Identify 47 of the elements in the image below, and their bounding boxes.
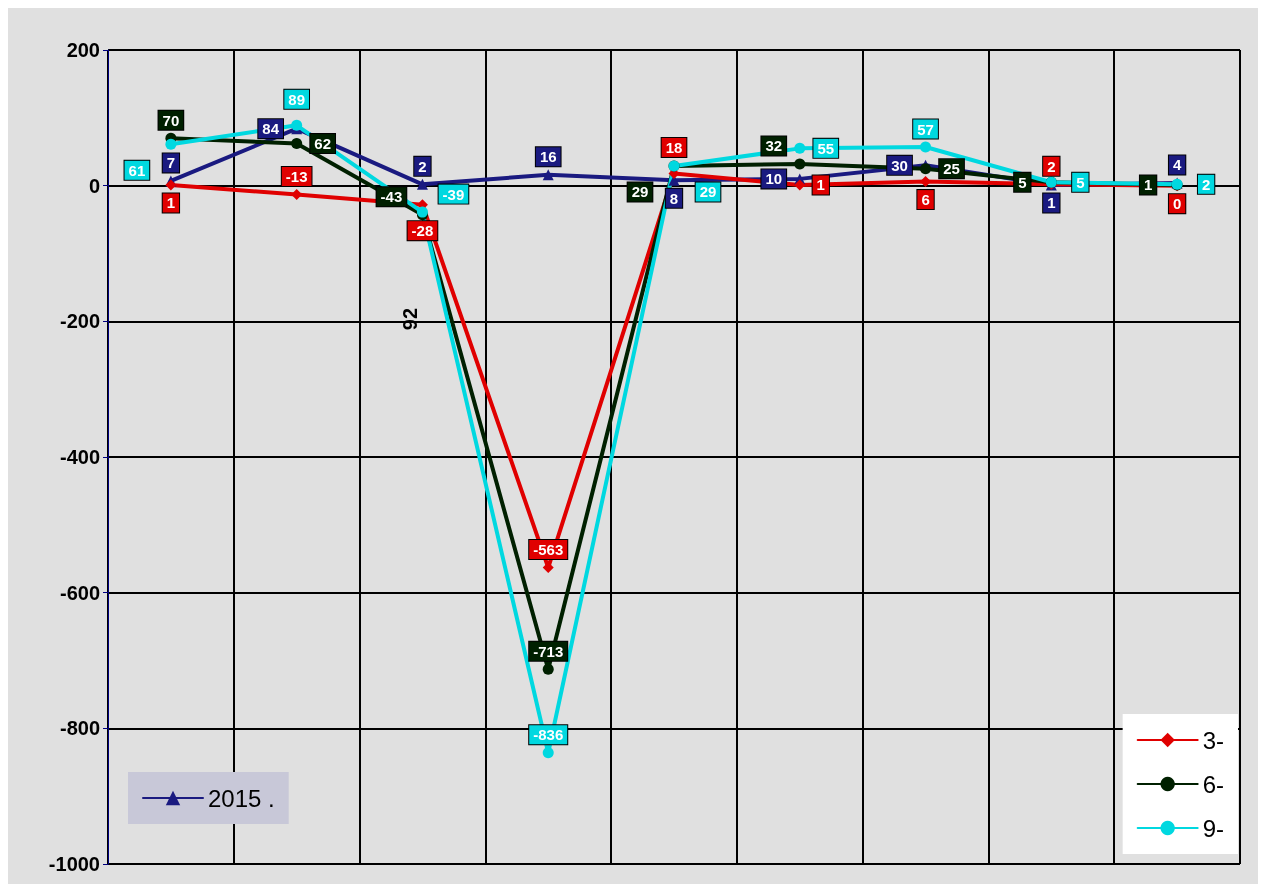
y-tick-label: -1000 — [48, 853, 100, 875]
data-label: 4 — [1172, 156, 1182, 174]
data-label: 2 — [1047, 157, 1056, 175]
y-tick-label: -800 — [59, 717, 100, 740]
data-label: -836 — [533, 726, 564, 744]
data-label: 2 — [1201, 175, 1211, 193]
y-tick-label: 0 — [88, 174, 100, 197]
data-label: 1 — [1047, 194, 1056, 212]
data-label: 29 — [631, 183, 649, 201]
legend-label: 6- — [1202, 770, 1224, 798]
legend-label: 3- — [1202, 726, 1224, 754]
data-label: 5 — [1076, 173, 1085, 191]
data-label: 29 — [699, 183, 717, 201]
y-tick-label: -400 — [59, 446, 100, 468]
legend-label: 2015 . — [208, 784, 275, 812]
data-label: 5 — [1018, 173, 1027, 191]
data-label: 6 — [921, 191, 930, 209]
data-label: -563 — [533, 541, 564, 559]
data-label: 1 — [166, 194, 176, 212]
data-label: 55 — [817, 139, 835, 157]
data-label: 84 — [262, 120, 280, 138]
data-label: -28 — [411, 222, 434, 240]
data-label: 2 — [418, 157, 427, 175]
data-label: -713 — [533, 642, 564, 660]
data-label: 57 — [917, 120, 934, 138]
data-label: 70 — [162, 111, 180, 129]
data-label: 18 — [665, 138, 683, 156]
data-label: 30 — [891, 156, 908, 174]
y-tick-label: -200 — [59, 310, 100, 333]
data-label: -39 — [442, 185, 465, 203]
data-label: 10 — [765, 170, 783, 188]
data-label: 62 — [314, 135, 332, 153]
data-label: 7 — [166, 154, 176, 172]
data-label: 89 — [288, 90, 306, 108]
y-tick-label: -600 — [59, 581, 100, 604]
data-label: 8 — [669, 189, 679, 207]
data-label: 1 — [1143, 176, 1153, 194]
data-label: 16 — [539, 148, 557, 166]
y-tick-label: 200 — [66, 39, 100, 61]
data-label: -43 — [380, 188, 403, 206]
data-label: -13 — [285, 167, 308, 185]
data-label: 1 — [816, 176, 825, 194]
data-label: 61 — [128, 161, 146, 179]
data-label: 0 — [1172, 195, 1182, 213]
legend-label: 9- — [1202, 814, 1224, 842]
data-label: 25 — [943, 160, 960, 178]
data-label: 32 — [765, 137, 783, 155]
